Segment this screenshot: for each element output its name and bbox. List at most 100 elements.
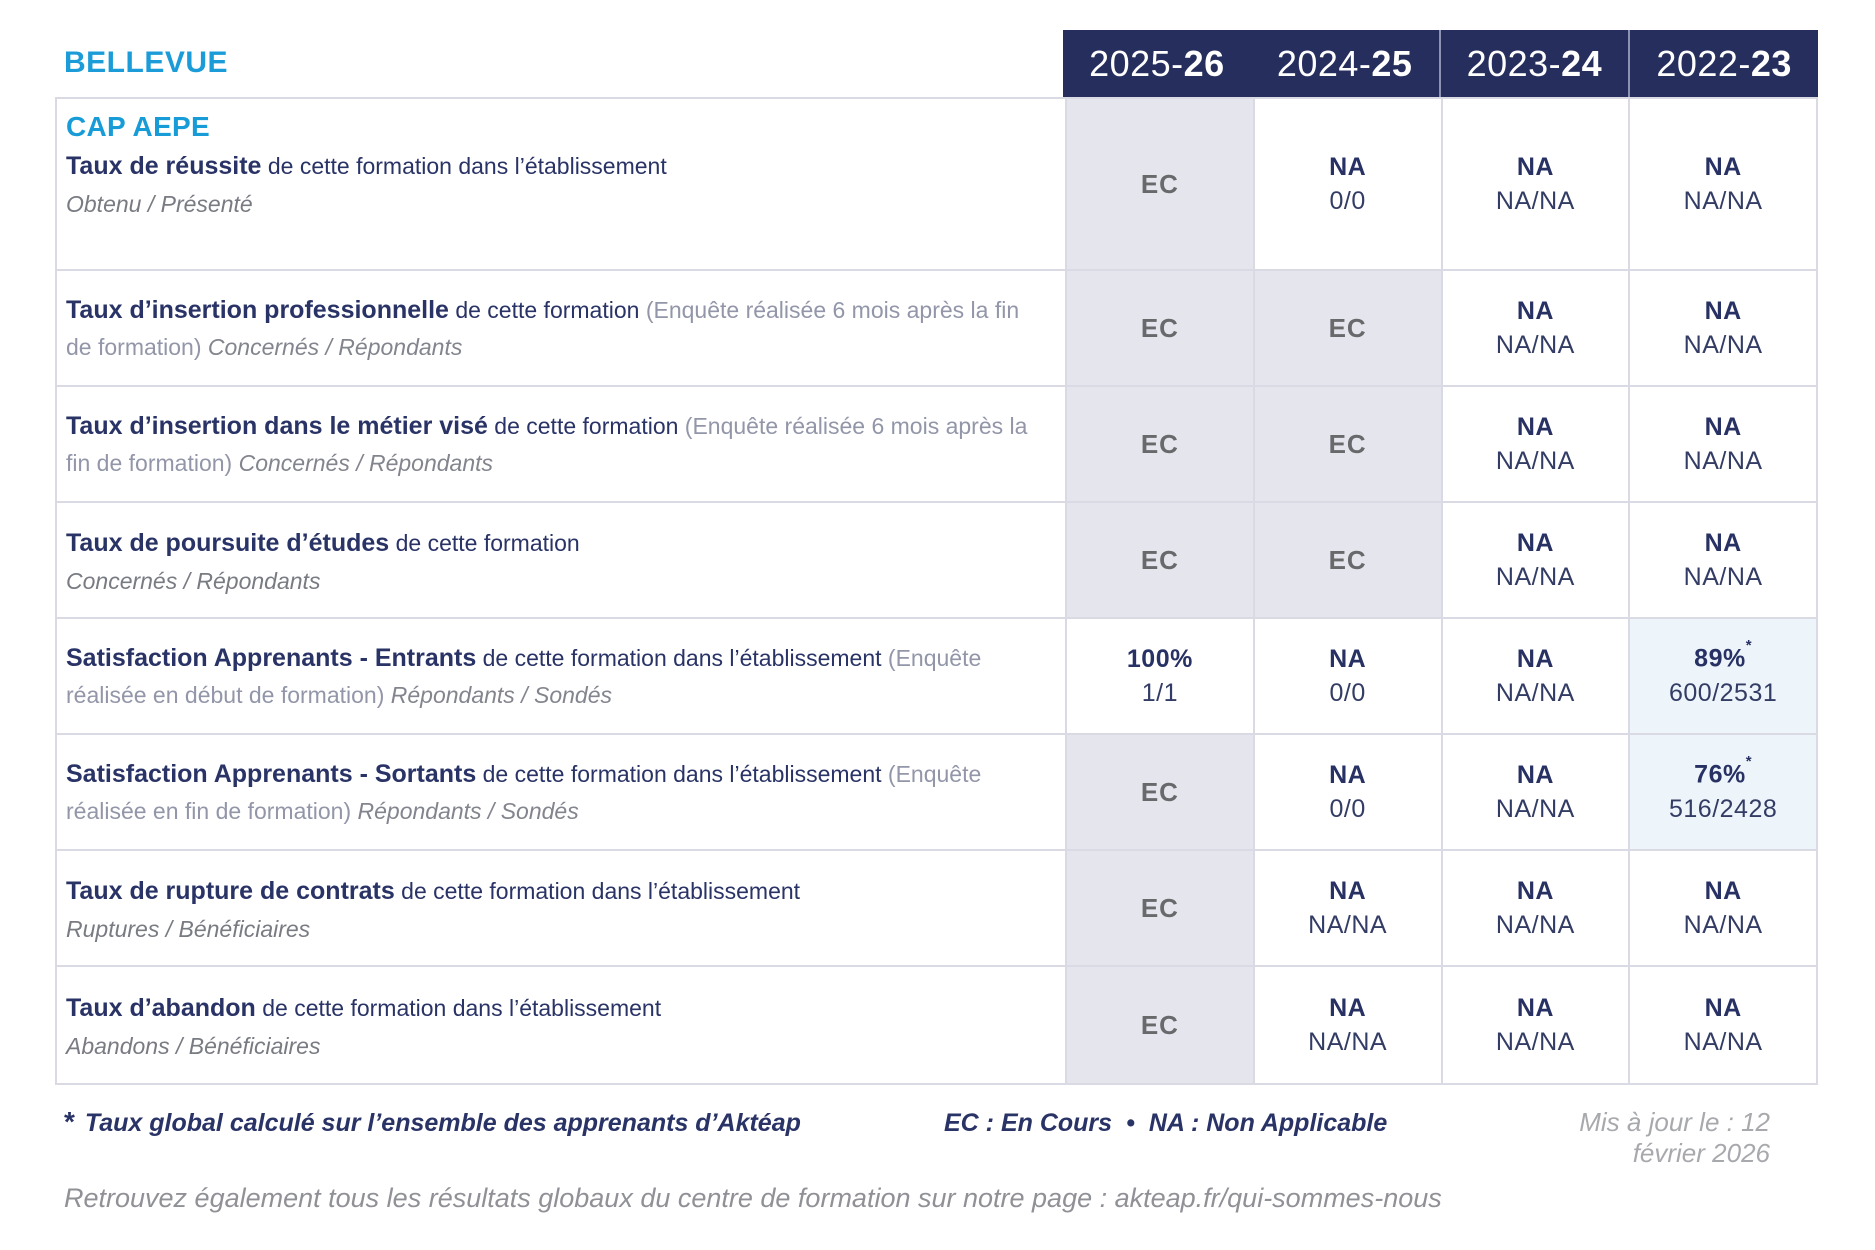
cell: 89%* 600/2531: [1628, 619, 1816, 733]
title-bold: Taux d’abandon: [66, 994, 256, 1023]
cell: EC: [1252, 271, 1441, 385]
bottom-note: Retrouvez également tous les résultats g…: [64, 1183, 1442, 1213]
updated-date: Mis à jour le : 12 février 2026: [1579, 1107, 1770, 1168]
title-bold: Taux d’insertion professionnelle: [66, 296, 449, 324]
cell-detail: 516/2428: [1668, 794, 1778, 823]
year-header-2025-26: 2025- 26: [1063, 30, 1251, 97]
cell-detail: 600/2531: [1668, 678, 1778, 707]
cell-detail: NA/NA: [1683, 562, 1763, 591]
cell-percent: 76%: [1694, 760, 1746, 789]
year-header-2023-24: 2023- 24: [1438, 30, 1629, 97]
row-subtitle: Ruptures / Bénéficiaires: [66, 915, 311, 942]
row-label: Taux d’insertion professionnelle de cett…: [57, 271, 1065, 385]
asterisk: *: [1745, 753, 1753, 771]
row-label: Taux de poursuite d’études de cette form…: [57, 503, 1065, 617]
footnote: * Taux global calculé sur l’ensemble des …: [64, 1106, 944, 1138]
row-title: Taux d’abandon de cette formation dans l…: [66, 990, 1039, 1028]
cell: NA NA/NA: [1628, 967, 1816, 1083]
title-paren: (Enquête réalisée 6 mois après la fin de…: [66, 297, 1020, 360]
title-bold: Taux d’insertion dans le métier visé: [66, 412, 488, 440]
row-subtitle: Obtenu / Présenté: [66, 190, 253, 217]
cell: NA NA/NA: [1628, 503, 1816, 617]
row-title: Satisfaction Apprenants - Entrants de ce…: [66, 640, 1039, 712]
cell-value: EC: [1328, 544, 1367, 575]
cell-value: 100%: [1126, 644, 1193, 673]
cell-percent: 89%: [1694, 644, 1746, 673]
cell-detail: NA/NA: [1308, 910, 1388, 939]
cell-value: NA: [1516, 876, 1554, 905]
row-label: Satisfaction Apprenants - Entrants de ce…: [57, 619, 1065, 733]
cell-detail: NA/NA: [1495, 562, 1575, 591]
table-row: Taux de rupture de contrats de cette for…: [57, 851, 1816, 967]
row-label: Taux d’abandon de cette formation dans l…: [57, 967, 1065, 1083]
title-rest: de cette formation: [487, 413, 685, 439]
results-table: 2025- 26 2024- 25 2023- 24 2022- 23 CAP AEPE…: [55, 30, 1818, 1085]
cell-detail: NA/NA: [1308, 1027, 1388, 1056]
bullet-separator: •: [1126, 1109, 1135, 1137]
year-header-row: 2025- 26 2024- 25 2023- 24 2022- 23: [1063, 30, 1818, 97]
cell: 100% 1/1: [1065, 619, 1253, 733]
program-title: CAP AEPE: [66, 111, 210, 142]
table-body: CAP AEPE Taux de réussite de cette forma…: [55, 97, 1818, 1085]
cell-value: NA: [1516, 412, 1554, 441]
cell-detail: NA/NA: [1495, 1027, 1575, 1056]
cell-value: NA: [1704, 876, 1742, 905]
cell: NA NA/NA: [1252, 851, 1441, 965]
cell-value: NA: [1329, 876, 1367, 905]
title-rest: de cette formation dans l’établissement: [394, 878, 801, 905]
year-prefix: 2025-: [1089, 42, 1184, 84]
cell: NA NA/NA: [1440, 271, 1629, 385]
cell-detail: NA/NA: [1683, 1027, 1763, 1056]
title-tail: Répondants / Sondés: [357, 797, 579, 824]
row-subtitle: Abandons / Bénéficiaires: [66, 1032, 321, 1059]
cell-value: EC: [1140, 428, 1179, 459]
cell: EC: [1065, 967, 1253, 1083]
cell: NA 0/0: [1252, 735, 1441, 849]
title-bold: Taux de réussite: [66, 152, 262, 180]
row-label: Satisfaction Apprenants - Sortants de ce…: [57, 735, 1065, 849]
cell: NA NA/NA: [1440, 99, 1629, 269]
cell-value: NA: [1516, 993, 1554, 1022]
cell-detail: NA/NA: [1683, 186, 1763, 215]
cell-value: NA: [1704, 152, 1742, 181]
cell: NA NA/NA: [1440, 619, 1629, 733]
site-name: BELLEVUE: [64, 46, 229, 79]
title-rest: de cette formation: [389, 530, 580, 557]
title-bold: Satisfaction Apprenants - Entrants: [66, 644, 477, 672]
asterisk: *: [1745, 637, 1753, 655]
row-title: Satisfaction Apprenants - Sortants de ce…: [66, 756, 1039, 828]
row-label: Taux d’insertion dans le métier visé de …: [57, 387, 1065, 501]
cell-value: NA: [1516, 644, 1554, 673]
cell: NA NA/NA: [1440, 503, 1629, 617]
cell: NA 0/0: [1252, 99, 1441, 269]
legend-ec: EC : En Cours: [944, 1109, 1113, 1137]
cell-value: EC: [1140, 312, 1179, 343]
cell: EC: [1065, 271, 1253, 385]
cell-value: NA: [1704, 412, 1742, 441]
title-paren: (Enquête réalisée en début de formation): [66, 645, 982, 708]
title-paren: (Enquête réalisée 6 mois après la fin de…: [66, 413, 1028, 476]
row-title: Taux d’insertion professionnelle de cett…: [66, 292, 1039, 364]
cell-detail: NA/NA: [1683, 910, 1763, 939]
cell-value: NA: [1704, 528, 1742, 557]
cell-detail: NA/NA: [1495, 678, 1575, 707]
table-row: CAP AEPE Taux de réussite de cette forma…: [57, 99, 1816, 271]
cell: NA NA/NA: [1252, 967, 1441, 1083]
table-row: Taux d’insertion professionnelle de cett…: [57, 271, 1816, 387]
cell-detail: 0/0: [1329, 794, 1366, 823]
title-rest: de cette formation dans l’établissement: [476, 761, 888, 787]
cell: NA NA/NA: [1440, 851, 1629, 965]
year-suffix: 25: [1371, 42, 1413, 84]
cell: NA NA/NA: [1440, 967, 1629, 1083]
cell-value: NA: [1516, 296, 1554, 325]
table-row: Satisfaction Apprenants - Entrants de ce…: [57, 619, 1816, 735]
year-suffix: 23: [1750, 42, 1792, 84]
cell-value: NA: [1329, 644, 1367, 673]
cell: NA NA/NA: [1628, 271, 1816, 385]
cell-value: EC: [1140, 892, 1179, 923]
cell-value: EC: [1328, 312, 1367, 343]
cell-value: NA: [1704, 296, 1742, 325]
cell-value: 89%*: [1694, 637, 1752, 673]
table-row: Taux de poursuite d’études de cette form…: [57, 503, 1816, 619]
cell-value: NA: [1516, 152, 1554, 181]
